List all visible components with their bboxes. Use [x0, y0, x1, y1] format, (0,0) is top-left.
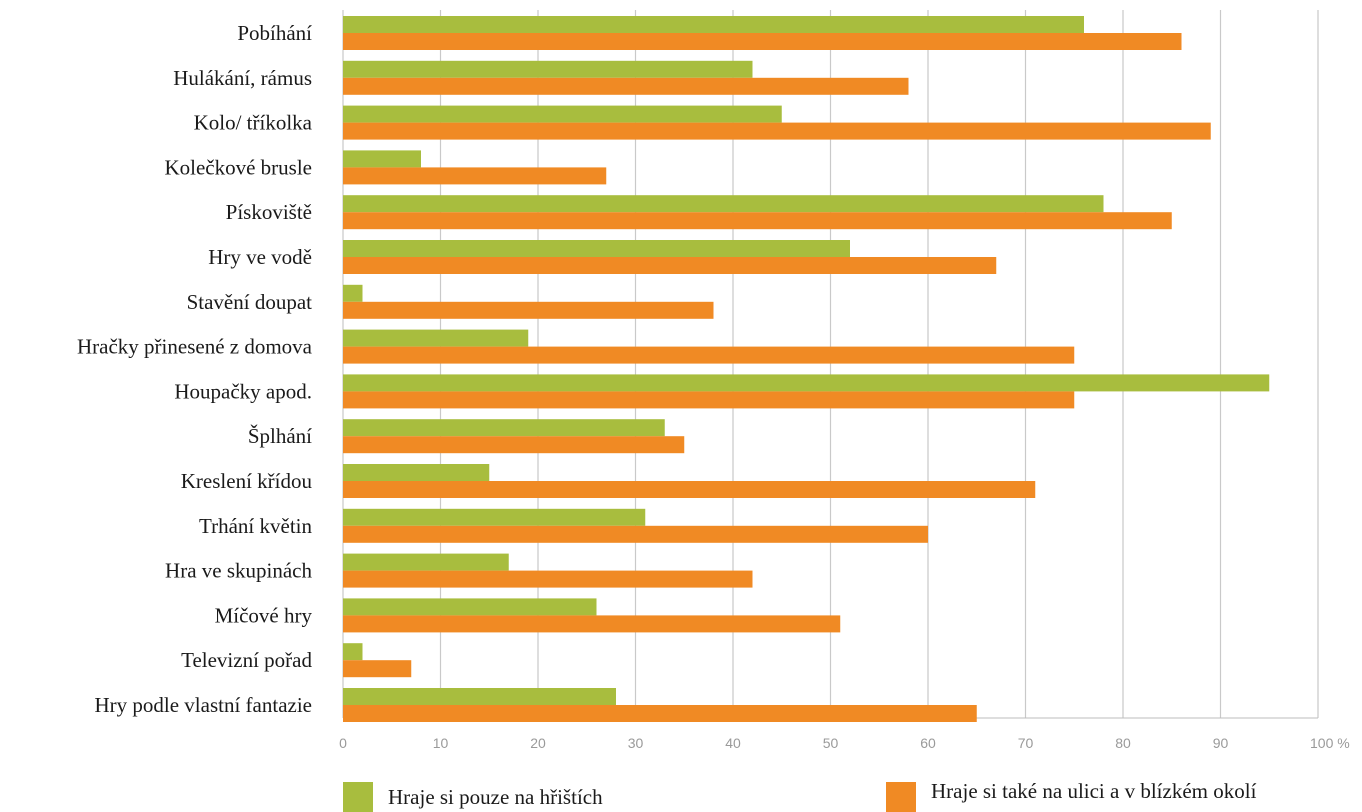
- bar-street-and-surroundings: [343, 77, 909, 95]
- category-label: Míčové hry: [215, 603, 313, 627]
- bar-playgrounds-only: [343, 374, 1270, 392]
- bar-street-and-surroundings: [343, 660, 412, 678]
- bar-playgrounds-only: [343, 105, 782, 123]
- category-label: Kolo/ tříkolka: [194, 111, 313, 135]
- category-labels: Pobíhání Hulákání, rámus Kolo/ tříkolka Kol…: [77, 21, 313, 717]
- bar-street-and-surroundings: [343, 436, 685, 454]
- legend-label-playgrounds-only: Hraje si pouze na hřištích: [388, 785, 603, 809]
- x-tick-label: 40: [725, 735, 741, 751]
- category-label: Kreslení křídou: [181, 469, 313, 493]
- bar-playgrounds-only: [343, 329, 529, 347]
- x-tick-label: 10: [433, 735, 449, 751]
- x-tick-labels: 0 10 20 30 40 50 60 70 80 90 100 %: [339, 735, 1350, 751]
- x-tick-label: 60: [920, 735, 936, 751]
- category-label: Kolečkové brusle: [164, 155, 312, 179]
- x-tick-label: 100 %: [1310, 735, 1350, 751]
- bar-playgrounds-only: [343, 553, 509, 571]
- legend: Hraje si pouze na hřištích Hraje si také…: [343, 779, 1257, 812]
- category-label: Hry podle vlastní fantazie: [94, 693, 312, 717]
- bar-playgrounds-only: [343, 464, 490, 481]
- bar-playgrounds-only: [343, 688, 616, 705]
- bar-street-and-surroundings: [343, 212, 1172, 230]
- bar-playgrounds-only: [343, 598, 597, 616]
- bar-playgrounds-only: [343, 643, 363, 661]
- category-label: Pískoviště: [226, 200, 312, 224]
- bar-street-and-surroundings: [343, 346, 1075, 364]
- bar-street-and-surroundings: [343, 391, 1075, 409]
- category-label: Hulákání, rámus: [173, 66, 312, 90]
- bar-street-and-surroundings: [343, 705, 977, 722]
- bar-street-and-surroundings: [343, 525, 928, 543]
- bar-playgrounds-only: [343, 419, 665, 437]
- bar-street-and-surroundings: [343, 301, 714, 319]
- bars: [343, 16, 1270, 722]
- bar-street-and-surroundings: [343, 570, 753, 588]
- bar-playgrounds-only: [343, 240, 850, 257]
- x-tick-label: 80: [1115, 735, 1131, 751]
- x-tick-label: 90: [1213, 735, 1229, 751]
- bar-street-and-surroundings: [343, 167, 607, 185]
- category-label: Hry ve vodě: [208, 245, 312, 269]
- legend-label-street-and-surroundings: Hraje si také na ulici a v blízkém okolí: [931, 779, 1257, 803]
- category-label: Pobíhání: [237, 21, 312, 45]
- category-label: Televizní pořad: [181, 648, 312, 672]
- bar-street-and-surroundings: [343, 481, 1036, 498]
- bar-playgrounds-only: [343, 508, 646, 526]
- bar-playgrounds-only: [343, 284, 363, 302]
- bar-playgrounds-only: [343, 16, 1084, 33]
- bar-street-and-surroundings: [343, 257, 997, 274]
- x-tick-label: 0: [339, 735, 347, 751]
- bar-playgrounds-only: [343, 195, 1104, 213]
- legend-swatch-orange: [886, 782, 916, 812]
- x-tick-label: 20: [530, 735, 546, 751]
- bar-street-and-surroundings: [343, 33, 1182, 50]
- bar-playgrounds-only: [343, 60, 753, 78]
- category-label: Hra ve skupinách: [165, 559, 312, 583]
- category-label: Trhání květin: [199, 514, 312, 538]
- x-tick-label: 30: [628, 735, 644, 751]
- x-tick-label: 50: [823, 735, 839, 751]
- category-label: Stavění doupat: [187, 290, 313, 314]
- bar-street-and-surroundings: [343, 122, 1211, 140]
- legend-swatch-green: [343, 782, 373, 812]
- bar-street-and-surroundings: [343, 615, 841, 633]
- category-label: Hračky přinesené z domova: [77, 335, 313, 359]
- category-label: Šplhání: [248, 424, 312, 448]
- x-tick-label: 70: [1018, 735, 1034, 751]
- bar-playgrounds-only: [343, 150, 421, 168]
- category-label: Houpačky apod.: [174, 379, 312, 403]
